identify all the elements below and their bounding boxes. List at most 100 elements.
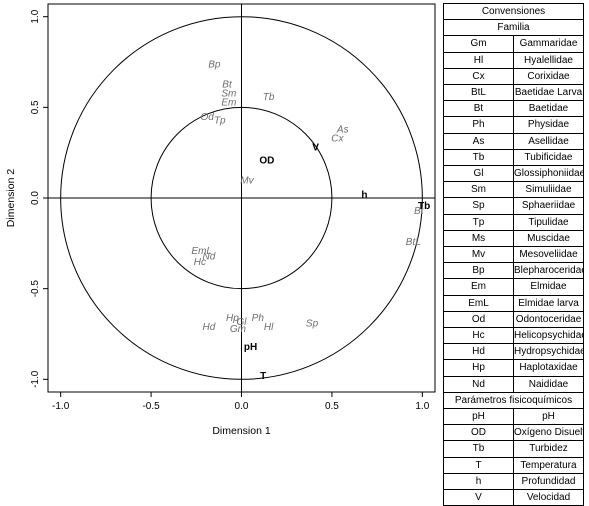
legend-familia-code: Od — [443, 310, 514, 329]
legend-familia-code: Tp — [443, 213, 514, 231]
legend-param-name: Profundidad — [513, 472, 584, 491]
legend-familia-name: Hydropsychidae — [513, 343, 584, 361]
legend-familia-name: Baetidae Larva — [513, 84, 584, 102]
variable-label: OD — [259, 155, 274, 166]
pca-biplot: -1.0 -0.5 0.0 0.5 1.0 -1.0 -0.5 0.0 0.5 1.0 Dimens… — [5, 3, 436, 437]
legend-familia-name: Physidae — [513, 116, 584, 134]
legend-familia-code: Gl — [443, 165, 514, 183]
legend-param-code: Tb — [443, 440, 514, 458]
legend-familia-row: Sp Sphaeriidae — [443, 197, 584, 215]
legend-familia-name: Elmidae — [513, 278, 584, 296]
legend-familia-row: Sm Simuliidae — [443, 181, 584, 199]
legend-familia-code: Mv — [443, 246, 514, 264]
legend-familia-row: Cx Corixidae — [443, 67, 584, 86]
species-label: Bt — [414, 206, 425, 217]
species-label: Od — [200, 112, 214, 123]
legend-familia-code: Tb — [443, 148, 514, 167]
species-label: Hc — [194, 257, 206, 268]
legend-param-name: Velocidad — [513, 489, 584, 506]
legend-familia-code: EmL — [443, 294, 514, 312]
species-label: Ph — [252, 313, 265, 324]
legend-param-row: V Velocidad — [443, 489, 584, 506]
species-label: Bp — [208, 59, 221, 70]
legend-familia-row: Ms Muscidae — [443, 229, 584, 248]
legend-familia-code: Hd — [443, 343, 514, 361]
legend-param-code: pH — [443, 408, 514, 426]
legend-param-header: Parámetros fisicoquímicos — [443, 391, 584, 410]
legend-familia-row: Hd Hydropsychidae — [443, 343, 584, 361]
legend-param-code: h — [443, 472, 514, 491]
species-label: Gm — [230, 324, 246, 335]
legend-familia-name: Haplotaxidae — [513, 359, 584, 377]
legend-familia-row: Bp Blepharoceridae — [443, 262, 584, 280]
legend-familia-row: Tb Tubificidae — [443, 148, 584, 167]
legend-param-code: V — [443, 489, 514, 506]
conventions-legend-table: Convensiones Familia Gm Gammaridae Hl Hyale… — [443, 2, 584, 506]
legend-familia-row: Hp Haplotaxidae — [443, 359, 584, 377]
legend-param-row: h Profundidad — [443, 472, 584, 491]
legend-param-name: pH — [513, 408, 584, 426]
legend-param-name: Turbidez — [513, 440, 584, 458]
x-tick-label: -1.0 — [52, 401, 70, 412]
species-label: EmL — [191, 246, 212, 257]
legend-familia-row: BtL Baetidae Larva — [443, 84, 584, 102]
legend-familia-code: Sm — [443, 181, 514, 199]
species-label: Nd — [203, 252, 216, 263]
species-label: Em — [221, 97, 236, 108]
legend-familia-code: As — [443, 132, 514, 150]
legend-param-code: T — [443, 456, 514, 474]
legend-familia-name: Corixidae — [513, 67, 584, 86]
legend-familia-code: Nd — [443, 375, 514, 393]
legend-param-row: T Temperatura — [443, 456, 584, 474]
species-label: Hp — [226, 313, 239, 324]
y-tick-label: -0.5 — [30, 280, 41, 298]
species-label: Gl — [237, 317, 248, 328]
y-tick-label: 0.5 — [30, 100, 41, 114]
legend-familia-row: Od Odontoceridae — [443, 310, 584, 329]
species-label: Mv — [240, 175, 254, 186]
legend-param-row: Tb Turbidez — [443, 440, 584, 458]
x-tick-label: 0.0 — [235, 401, 249, 412]
legend-familia-row: As Asellidae — [443, 132, 584, 150]
variable-label: T — [260, 371, 266, 382]
species-label: Sm — [221, 88, 236, 99]
legend-familia-code: Sp — [443, 197, 514, 215]
legend-familia-name: Tipulidae — [513, 213, 584, 231]
legend-familia-row: EmL Elmidae larva — [443, 294, 584, 312]
legend-familia-name: Asellidae — [513, 132, 584, 150]
legend-familia-name: Mesoveliidae — [513, 246, 584, 264]
legend-param-name: Temperatura — [513, 456, 584, 474]
legend-familia-name: Muscidae — [513, 229, 584, 248]
legend-familia-code: BtL — [443, 84, 514, 102]
legend-familia-name: Sphaeriidae — [513, 197, 584, 215]
species-label: As — [336, 125, 349, 136]
legend-familia-row: Mv Mesoveliidae — [443, 246, 584, 264]
legend-familia-code: Bt — [443, 100, 514, 118]
variable-label: V — [312, 143, 319, 154]
species-label: Tp — [214, 116, 226, 127]
legend-familia-code: Bp — [443, 262, 514, 280]
legend-familia-code: Hp — [443, 359, 514, 377]
legend-familia-row: Tp Tipulidae — [443, 213, 584, 231]
y-tick-label: 1.0 — [30, 9, 41, 23]
variable-label: pH — [244, 342, 257, 353]
legend-familia-code: Hl — [443, 51, 514, 69]
legend-familia-code: Ms — [443, 229, 514, 248]
legend-familia-row: Gm Gammaridae — [443, 35, 584, 53]
legend-familia-name: Naididae — [513, 375, 584, 393]
legend-familia-name: Baetidae — [513, 100, 584, 118]
legend-familia-name: Helicopsychidae — [513, 327, 584, 345]
legend-familia-header: Familia — [443, 19, 584, 37]
y-tick-label: 0.0 — [30, 191, 41, 205]
legend-familia-name: Simuliidae — [513, 181, 584, 199]
legend-title: Convensiones — [443, 2, 584, 21]
y-axis-title: Dimension 2 — [5, 169, 17, 228]
legend-familia-code: Hc — [443, 327, 514, 345]
x-tick-label: 1.0 — [415, 401, 429, 412]
legend-familia-row: Hl Hyalellidae — [443, 51, 584, 69]
legend-param-header-row: Parámetros fisicoquímicos — [443, 391, 584, 410]
legend-familia-name: Blepharoceridae — [513, 262, 584, 280]
species-label: Cx — [331, 134, 344, 145]
species-label: Hl — [264, 322, 274, 333]
legend-familia-name: Hyalellidae — [513, 51, 584, 69]
